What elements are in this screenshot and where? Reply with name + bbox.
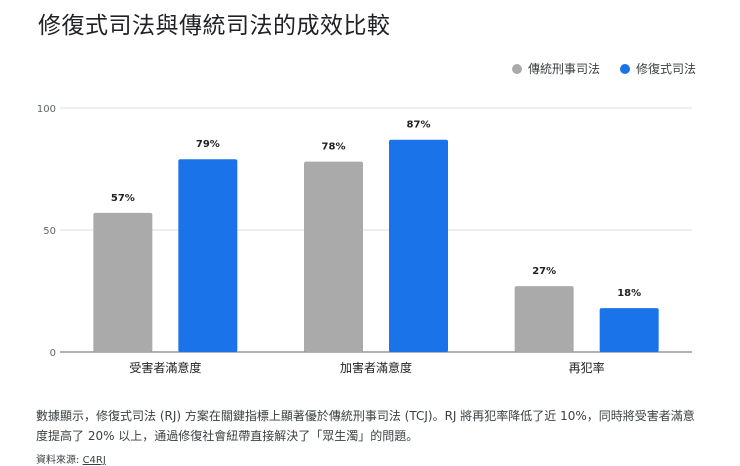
source-link[interactable]: C4RJ (82, 455, 106, 466)
source-note: 資料來源: C4RJ (36, 451, 106, 466)
bar (304, 161, 363, 352)
data-label: 87% (407, 120, 431, 131)
data-label: 18% (617, 288, 641, 299)
x-tick-label: 加害者滿意度 (340, 360, 412, 375)
legend-label-traditional: 傳統刑事司法 (527, 62, 600, 76)
x-tick-label: 受害者滿意度 (129, 360, 201, 375)
bar (514, 286, 574, 352)
legend-swatch-traditional (511, 63, 522, 74)
legend: 傳統刑事司法 修復式司法 (511, 60, 696, 77)
data-label: 78% (322, 142, 346, 153)
bar (178, 159, 238, 352)
legend-label-restorative: 修復式司法 (635, 62, 696, 76)
source-prefix: 資料來源: (36, 455, 83, 466)
bar (93, 212, 153, 352)
y-tick-label: 50 (43, 226, 56, 237)
y-tick-label: 100 (37, 104, 56, 115)
legend-item-traditional: 傳統刑事司法 (511, 60, 600, 77)
data-label: 27% (532, 266, 556, 277)
x-tick-label: 再犯率 (569, 360, 605, 375)
y-tick-label: 0 (50, 348, 56, 359)
legend-item-restorative: 修復式司法 (619, 60, 696, 77)
data-label: 57% (111, 193, 135, 204)
bar (599, 308, 659, 352)
chart-description: 數據顯示，修復式司法 (RJ) 方案在關鍵指標上顯著優於傳統刑事司法 (TCJ)… (36, 409, 695, 443)
legend-swatch-restorative (619, 63, 630, 74)
bar (389, 139, 448, 352)
chart-title: 修復式司法與傳統司法的成效比較 (38, 13, 391, 39)
data-label: 79% (196, 139, 220, 150)
bar-chart: 0 50 100 受害者滿意度 57% 79% 加害者滿意度 78% 87% 再犯率 27% 18% (37, 104, 692, 375)
